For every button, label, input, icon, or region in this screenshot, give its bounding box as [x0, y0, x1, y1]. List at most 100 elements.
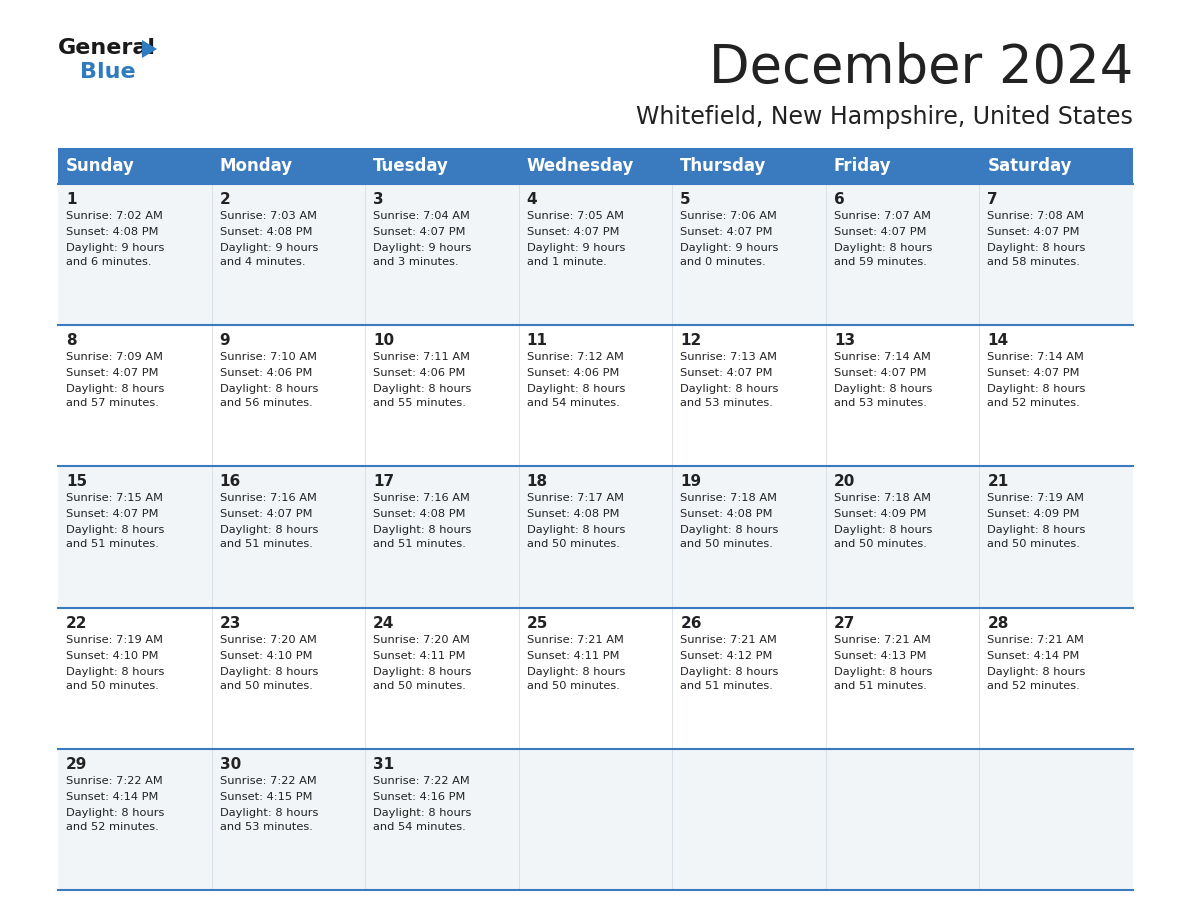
Text: Sunrise: 7:19 AM: Sunrise: 7:19 AM	[987, 493, 1085, 503]
Text: Sunset: 4:16 PM: Sunset: 4:16 PM	[373, 792, 466, 801]
Text: Sunset: 4:13 PM: Sunset: 4:13 PM	[834, 651, 927, 661]
Text: Daylight: 8 hours: Daylight: 8 hours	[987, 525, 1086, 535]
Text: Sunrise: 7:16 AM: Sunrise: 7:16 AM	[373, 493, 470, 503]
Text: Sunset: 4:06 PM: Sunset: 4:06 PM	[373, 368, 466, 378]
Text: and 50 minutes.: and 50 minutes.	[220, 680, 312, 690]
Text: and 50 minutes.: and 50 minutes.	[67, 680, 159, 690]
Text: Sunset: 4:06 PM: Sunset: 4:06 PM	[526, 368, 619, 378]
Text: 22: 22	[67, 616, 88, 631]
Text: Daylight: 8 hours: Daylight: 8 hours	[67, 808, 164, 818]
Polygon shape	[143, 40, 157, 58]
Text: and 55 minutes.: and 55 minutes.	[373, 398, 466, 409]
Text: and 50 minutes.: and 50 minutes.	[373, 680, 466, 690]
Text: Daylight: 8 hours: Daylight: 8 hours	[220, 525, 318, 535]
Text: Sunrise: 7:02 AM: Sunrise: 7:02 AM	[67, 211, 163, 221]
Text: Wednesday: Wednesday	[526, 157, 634, 175]
Text: and 53 minutes.: and 53 minutes.	[220, 822, 312, 832]
Text: Sunset: 4:10 PM: Sunset: 4:10 PM	[220, 651, 312, 661]
Text: Sunset: 4:07 PM: Sunset: 4:07 PM	[67, 509, 158, 520]
Text: 30: 30	[220, 756, 241, 772]
Text: and 57 minutes.: and 57 minutes.	[67, 398, 159, 409]
Text: 11: 11	[526, 333, 548, 348]
Text: Sunrise: 7:13 AM: Sunrise: 7:13 AM	[681, 353, 777, 363]
Text: Sunset: 4:14 PM: Sunset: 4:14 PM	[987, 651, 1080, 661]
Text: and 58 minutes.: and 58 minutes.	[987, 257, 1080, 267]
Text: Daylight: 8 hours: Daylight: 8 hours	[67, 385, 164, 394]
Bar	[58, 325, 1133, 466]
Text: Saturday: Saturday	[987, 157, 1072, 175]
Text: 3: 3	[373, 192, 384, 207]
Text: and 51 minutes.: and 51 minutes.	[67, 540, 159, 549]
Text: Sunrise: 7:07 AM: Sunrise: 7:07 AM	[834, 211, 931, 221]
Text: 10: 10	[373, 333, 394, 348]
Text: and 53 minutes.: and 53 minutes.	[681, 398, 773, 409]
Text: Sunset: 4:07 PM: Sunset: 4:07 PM	[373, 227, 466, 237]
Text: and 6 minutes.: and 6 minutes.	[67, 257, 152, 267]
Text: Sunset: 4:06 PM: Sunset: 4:06 PM	[220, 368, 312, 378]
Text: Daylight: 8 hours: Daylight: 8 hours	[526, 525, 625, 535]
Text: and 50 minutes.: and 50 minutes.	[681, 540, 773, 549]
Text: Daylight: 8 hours: Daylight: 8 hours	[67, 525, 164, 535]
Text: Sunrise: 7:09 AM: Sunrise: 7:09 AM	[67, 353, 163, 363]
Text: and 50 minutes.: and 50 minutes.	[987, 540, 1080, 549]
Text: and 52 minutes.: and 52 minutes.	[67, 822, 159, 832]
Text: Sunset: 4:07 PM: Sunset: 4:07 PM	[67, 368, 158, 378]
Text: 6: 6	[834, 192, 845, 207]
Text: 24: 24	[373, 616, 394, 631]
Text: and 50 minutes.: and 50 minutes.	[834, 540, 927, 549]
Text: Daylight: 8 hours: Daylight: 8 hours	[67, 666, 164, 677]
Text: 8: 8	[67, 333, 76, 348]
Text: 20: 20	[834, 475, 855, 489]
Text: 2: 2	[220, 192, 230, 207]
Text: and 54 minutes.: and 54 minutes.	[373, 822, 466, 832]
Text: 26: 26	[681, 616, 702, 631]
Text: Daylight: 8 hours: Daylight: 8 hours	[526, 666, 625, 677]
Text: and 1 minute.: and 1 minute.	[526, 257, 606, 267]
Text: Sunset: 4:08 PM: Sunset: 4:08 PM	[67, 227, 158, 237]
Text: Daylight: 9 hours: Daylight: 9 hours	[67, 243, 164, 253]
Text: Sunrise: 7:08 AM: Sunrise: 7:08 AM	[987, 211, 1085, 221]
Text: Sunrise: 7:12 AM: Sunrise: 7:12 AM	[526, 353, 624, 363]
Text: Sunset: 4:08 PM: Sunset: 4:08 PM	[526, 509, 619, 520]
Bar	[58, 749, 1133, 890]
Text: Sunrise: 7:14 AM: Sunrise: 7:14 AM	[987, 353, 1085, 363]
Text: 9: 9	[220, 333, 230, 348]
Text: Sunset: 4:07 PM: Sunset: 4:07 PM	[681, 368, 772, 378]
Text: Sunset: 4:09 PM: Sunset: 4:09 PM	[834, 509, 927, 520]
Text: Daylight: 8 hours: Daylight: 8 hours	[373, 666, 472, 677]
Text: Daylight: 8 hours: Daylight: 8 hours	[373, 808, 472, 818]
Text: 5: 5	[681, 192, 691, 207]
Text: December 2024: December 2024	[709, 42, 1133, 94]
Text: Daylight: 8 hours: Daylight: 8 hours	[681, 666, 778, 677]
Text: Sunset: 4:07 PM: Sunset: 4:07 PM	[987, 368, 1080, 378]
Text: and 0 minutes.: and 0 minutes.	[681, 257, 766, 267]
Text: Daylight: 8 hours: Daylight: 8 hours	[987, 666, 1086, 677]
Text: 16: 16	[220, 475, 241, 489]
Text: 28: 28	[987, 616, 1009, 631]
Text: and 51 minutes.: and 51 minutes.	[373, 540, 466, 549]
Text: Sunrise: 7:21 AM: Sunrise: 7:21 AM	[834, 634, 930, 644]
Text: 27: 27	[834, 616, 855, 631]
Text: Daylight: 8 hours: Daylight: 8 hours	[681, 385, 778, 394]
Text: Sunrise: 7:06 AM: Sunrise: 7:06 AM	[681, 211, 777, 221]
Text: Sunset: 4:12 PM: Sunset: 4:12 PM	[681, 651, 772, 661]
Text: Daylight: 8 hours: Daylight: 8 hours	[834, 525, 933, 535]
Text: 4: 4	[526, 192, 537, 207]
Text: 1: 1	[67, 192, 76, 207]
Text: 17: 17	[373, 475, 394, 489]
Text: Sunrise: 7:18 AM: Sunrise: 7:18 AM	[681, 493, 777, 503]
Text: 14: 14	[987, 333, 1009, 348]
Text: Sunrise: 7:17 AM: Sunrise: 7:17 AM	[526, 493, 624, 503]
Bar	[58, 466, 1133, 608]
Text: Daylight: 9 hours: Daylight: 9 hours	[220, 243, 318, 253]
Text: and 54 minutes.: and 54 minutes.	[526, 398, 619, 409]
Text: Sunrise: 7:10 AM: Sunrise: 7:10 AM	[220, 353, 316, 363]
Text: Daylight: 8 hours: Daylight: 8 hours	[220, 808, 318, 818]
Text: General: General	[58, 38, 156, 58]
Text: Daylight: 8 hours: Daylight: 8 hours	[526, 385, 625, 394]
Text: Tuesday: Tuesday	[373, 157, 449, 175]
Text: Daylight: 8 hours: Daylight: 8 hours	[373, 385, 472, 394]
Text: Friday: Friday	[834, 157, 891, 175]
Text: and 59 minutes.: and 59 minutes.	[834, 257, 927, 267]
Text: Sunset: 4:07 PM: Sunset: 4:07 PM	[220, 509, 312, 520]
